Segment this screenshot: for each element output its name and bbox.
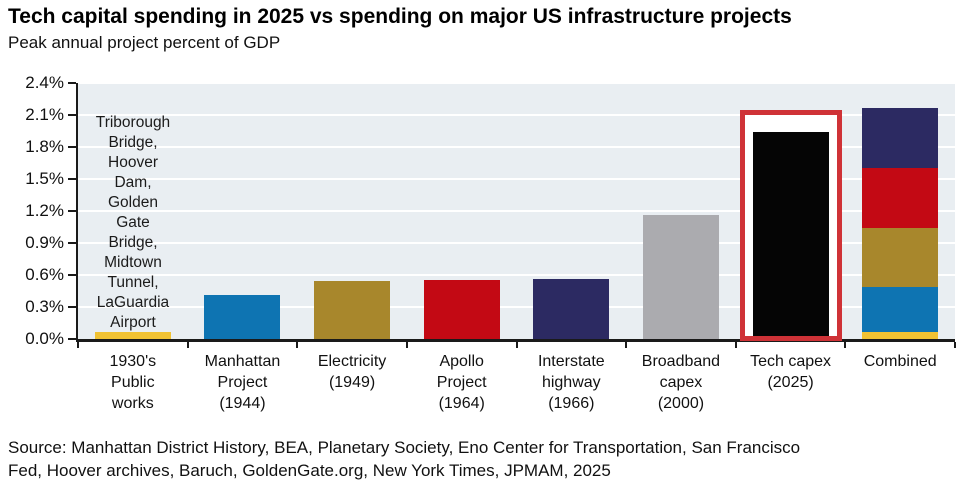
x-tick: [954, 342, 956, 348]
plot-area: [76, 82, 955, 342]
y-tick-label: 2.4%: [25, 73, 64, 92]
x-label-electricity-1949: Electricity (1949): [317, 353, 387, 391]
x-label-apollo-project-1964: Apollo Project (1964): [436, 353, 487, 412]
gridline-2.1pct: [78, 114, 955, 116]
y-tick-label: 0.3%: [25, 297, 64, 316]
x-label-manhattan-project-1944: Manhattan Project (1944): [204, 353, 281, 412]
gridline-2.4pct: [78, 82, 955, 84]
x-tick: [405, 342, 408, 348]
x-tick: [77, 342, 79, 348]
chart-title: Tech capital spending in 2025 vs spendin…: [8, 5, 792, 28]
gridline-0.6pct: [78, 274, 955, 276]
y-tick-label: 0.0%: [25, 329, 64, 348]
y-tick: [68, 274, 76, 276]
y-tick: [68, 210, 76, 212]
y-tick: [68, 306, 76, 308]
x-label-combined: Combined: [863, 353, 937, 370]
gridline-1.2pct: [78, 210, 955, 212]
x-tick: [625, 342, 628, 348]
y-tick: [68, 242, 76, 244]
x-label-interstate-highway-1966: Interstate highway (1966): [537, 353, 605, 412]
y-tick: [68, 82, 76, 84]
x-tick: [186, 342, 189, 348]
y-tick: [68, 178, 76, 180]
gridline-0.3pct: [78, 306, 955, 308]
x-tick: [515, 342, 518, 348]
x-label-1930-s-public-works: 1930's Public works: [109, 353, 157, 412]
x-tick: [844, 342, 847, 348]
plot-annotation: Triborough Bridge, Hoover Dam, Golden Ga…: [95, 114, 171, 331]
gridline-1.5pct: [78, 178, 955, 180]
y-tick-label: 1.2%: [25, 201, 64, 220]
y-tick: [68, 146, 76, 148]
x-label-broadband-capex-2000: Broadband capex (2000): [641, 353, 721, 412]
gridline-0.9pct: [78, 242, 955, 244]
x-tick: [734, 342, 737, 348]
chart-subtitle: Peak annual project percent of GDP: [8, 33, 281, 52]
y-tick-label: 1.5%: [25, 169, 64, 188]
x-tick: [296, 342, 299, 348]
y-tick: [68, 114, 76, 116]
y-tick-label: 0.6%: [25, 265, 64, 284]
y-tick-label: 1.8%: [25, 137, 64, 156]
source-text: Source: Manhattan District History, BEA,…: [8, 438, 801, 480]
x-label-tech-capex-2025: Tech capex (2025): [750, 353, 832, 391]
y-tick: [68, 338, 76, 340]
y-tick-label: 2.1%: [25, 105, 64, 124]
y-tick-label: 0.9%: [25, 233, 64, 252]
gridline-1.8pct: [78, 146, 955, 148]
